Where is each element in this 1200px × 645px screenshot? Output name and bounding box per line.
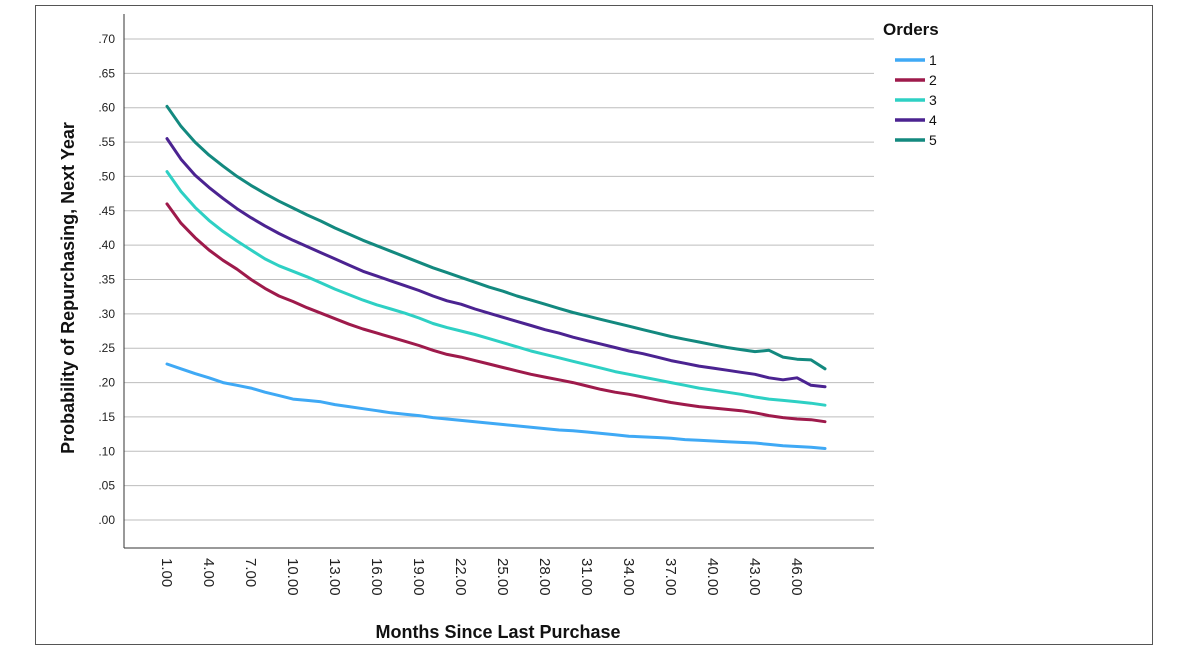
grid-lines bbox=[124, 38, 874, 521]
x-tick-label: 25.00 bbox=[494, 558, 511, 596]
y-axis-title: Probability of Repurchasing, Next Year bbox=[58, 122, 78, 454]
x-tick-label: 46.00 bbox=[788, 558, 805, 596]
series-line-1 bbox=[165, 362, 827, 450]
x-axis-ticks: 1.00 4.00 7.00 10.00 13.00 16.00 19.00 22.00 25.… bbox=[158, 558, 805, 596]
x-tick-label: 28.00 bbox=[536, 558, 553, 596]
x-tick-label: 22.00 bbox=[452, 558, 469, 596]
x-tick-label: 7.00 bbox=[242, 558, 259, 587]
legend-label-1: 1 bbox=[929, 52, 937, 68]
axes bbox=[123, 14, 874, 549]
y-tick-label: .15 bbox=[98, 410, 115, 424]
x-tick-label: 13.00 bbox=[326, 558, 343, 596]
series-line-2 bbox=[165, 202, 827, 424]
series-line-3 bbox=[165, 170, 827, 407]
y-tick-label: .45 bbox=[98, 204, 115, 218]
legend-label-3: 3 bbox=[929, 92, 937, 108]
series-line-5 bbox=[165, 104, 827, 371]
y-tick-label: .35 bbox=[98, 273, 115, 287]
y-tick-label: .20 bbox=[98, 376, 115, 390]
x-tick-label: 4.00 bbox=[200, 558, 217, 587]
y-tick-label: .00 bbox=[98, 513, 115, 527]
x-tick-label: 34.00 bbox=[620, 558, 637, 596]
x-axis-title: Months Since Last Purchase bbox=[375, 622, 620, 642]
y-tick-label: .10 bbox=[98, 444, 115, 458]
x-tick-label: 1.00 bbox=[158, 558, 175, 587]
y-tick-label: .55 bbox=[98, 135, 115, 149]
y-tick-label: .30 bbox=[98, 307, 115, 321]
y-tick-label: .25 bbox=[98, 341, 115, 355]
x-tick-label: 43.00 bbox=[746, 558, 763, 596]
x-tick-label: 19.00 bbox=[410, 558, 427, 596]
line-chart: .70 .65 .60 .55 .50 .45 .40 .35 .30 .25 .20 .15 .10.… bbox=[58, 14, 939, 642]
y-tick-label: .50 bbox=[98, 169, 115, 183]
y-tick-label: .65 bbox=[98, 66, 115, 80]
x-tick-label: 10.00 bbox=[284, 558, 301, 596]
y-tick-label: .60 bbox=[98, 101, 115, 115]
y-tick-label: .40 bbox=[98, 238, 115, 252]
legend: Orders 1 2 3 4 5 bbox=[883, 20, 939, 148]
x-tick-label: 40.00 bbox=[704, 558, 721, 596]
y-tick-label: .70 bbox=[98, 32, 115, 46]
legend-label-5: 5 bbox=[929, 132, 937, 148]
x-tick-label: 31.00 bbox=[578, 558, 595, 596]
series-line-4 bbox=[165, 137, 827, 389]
series-lines bbox=[165, 104, 827, 450]
chart-frame: .70 .65 .60 .55 .50 .45 .40 .35 .30 .25 .20 .15 .10.… bbox=[35, 5, 1153, 645]
y-tick-label: .05 bbox=[98, 479, 115, 493]
x-tick-label: 16.00 bbox=[368, 558, 385, 596]
x-tick-label: 37.00 bbox=[662, 558, 679, 596]
legend-label-4: 4 bbox=[929, 112, 937, 128]
legend-title: Orders bbox=[883, 20, 939, 39]
y-axis-ticks: .70 .65 .60 .55 .50 .45 .40 .35 .30 .25 .20 .15 .10.… bbox=[98, 32, 115, 527]
legend-label-2: 2 bbox=[929, 72, 937, 88]
